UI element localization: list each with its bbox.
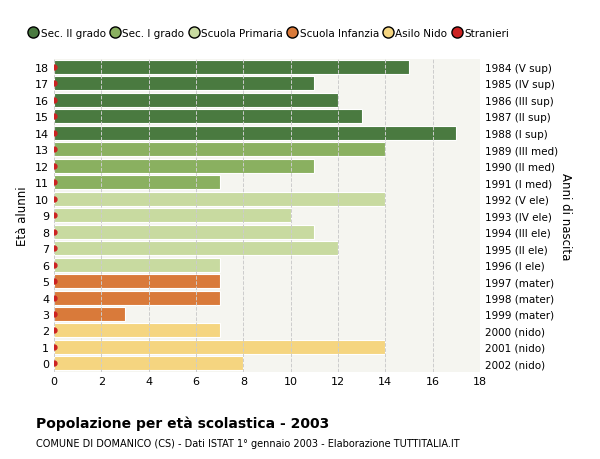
Bar [54, 192, 385, 206]
Text: COMUNE DI DOMANICO (CS) - Dati ISTAT 1° gennaio 2003 - Elaborazione TUTTITALIA.I: COMUNE DI DOMANICO (CS) - Dati ISTAT 1° … [36, 438, 460, 448]
Bar [54, 77, 314, 91]
Bar [54, 340, 385, 354]
Bar [54, 291, 220, 305]
Bar [54, 357, 244, 370]
Bar [54, 308, 125, 321]
Bar [54, 324, 220, 338]
Bar [54, 143, 385, 157]
Legend: Sec. II grado, Sec. I grado, Scuola Primaria, Scuola Infanzia, Asilo Nido, Stran: Sec. II grado, Sec. I grado, Scuola Prim… [25, 24, 513, 43]
Bar [54, 176, 220, 190]
Bar [54, 127, 457, 140]
Bar [54, 94, 338, 108]
Bar [54, 209, 290, 223]
Bar [54, 274, 220, 288]
Bar [54, 61, 409, 75]
Bar [54, 225, 314, 239]
Y-axis label: Età alunni: Età alunni [16, 186, 29, 246]
Bar [54, 258, 220, 272]
Y-axis label: Anni di nascita: Anni di nascita [559, 172, 572, 259]
Bar [54, 159, 314, 174]
Bar [54, 241, 338, 256]
Text: Popolazione per età scolastica - 2003: Popolazione per età scolastica - 2003 [36, 415, 329, 430]
Bar [54, 110, 362, 124]
